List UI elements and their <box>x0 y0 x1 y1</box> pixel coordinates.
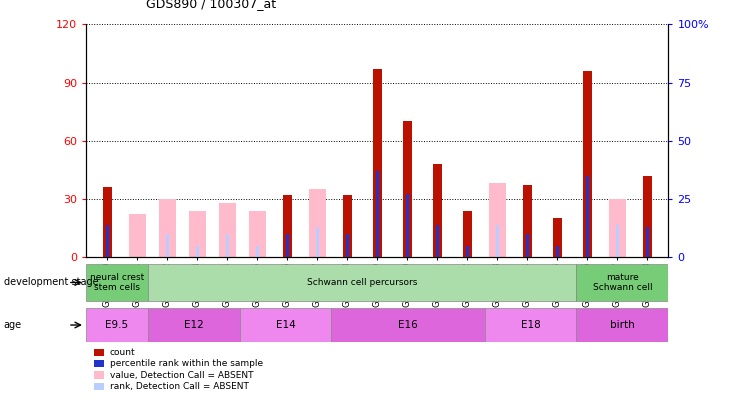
Text: rank, Detection Call = ABSENT: rank, Detection Call = ABSENT <box>110 382 249 391</box>
Bar <box>496 224 499 257</box>
Bar <box>523 185 532 257</box>
Bar <box>285 234 289 257</box>
Text: mature
Schwann cell: mature Schwann cell <box>593 273 653 292</box>
Bar <box>343 195 352 257</box>
Bar <box>225 234 229 257</box>
Bar <box>616 224 619 257</box>
Text: count: count <box>110 348 135 357</box>
Bar <box>403 122 412 257</box>
Bar <box>436 224 439 257</box>
Bar <box>240 309 331 341</box>
Bar <box>189 211 206 257</box>
Bar <box>373 69 382 257</box>
Bar <box>643 176 652 257</box>
Text: E16: E16 <box>398 320 418 330</box>
Bar <box>526 234 529 257</box>
Text: neural crest
stem cells: neural crest stem cells <box>90 273 144 292</box>
Bar <box>249 211 266 257</box>
Bar <box>86 309 148 341</box>
Bar <box>195 245 199 257</box>
Bar <box>463 211 472 257</box>
Bar <box>106 224 109 257</box>
Bar <box>376 171 379 257</box>
Bar <box>556 245 559 257</box>
Text: birth: birth <box>610 320 635 330</box>
Bar <box>331 309 484 341</box>
Bar <box>609 199 626 257</box>
Bar <box>148 309 240 341</box>
Bar <box>466 245 469 257</box>
Text: E9.5: E9.5 <box>105 320 128 330</box>
Bar <box>553 218 562 257</box>
Bar <box>309 189 326 257</box>
Text: development stage: development stage <box>4 277 98 288</box>
Bar <box>583 71 592 257</box>
Bar <box>129 215 146 257</box>
Text: GDS890 / 100307_at: GDS890 / 100307_at <box>146 0 276 10</box>
Text: E18: E18 <box>520 320 541 330</box>
Bar <box>345 234 349 257</box>
Bar <box>646 227 649 257</box>
Bar <box>165 234 169 257</box>
Bar <box>484 309 577 341</box>
Bar <box>283 195 292 257</box>
Bar <box>148 264 577 301</box>
Text: value, Detection Call = ABSENT: value, Detection Call = ABSENT <box>110 371 253 379</box>
Bar <box>103 187 112 257</box>
Bar <box>586 176 590 257</box>
Text: Schwann cell percursors: Schwann cell percursors <box>307 278 418 287</box>
Bar <box>315 227 319 257</box>
Bar <box>159 199 176 257</box>
Bar <box>255 245 259 257</box>
Bar <box>406 194 409 257</box>
Bar <box>219 203 236 257</box>
Text: percentile rank within the sample: percentile rank within the sample <box>110 359 263 368</box>
Bar <box>577 264 668 301</box>
Bar <box>86 264 148 301</box>
Bar <box>577 309 668 341</box>
Text: E14: E14 <box>276 320 295 330</box>
Bar <box>489 183 505 257</box>
Bar <box>433 164 442 257</box>
Text: age: age <box>4 320 22 330</box>
Text: E12: E12 <box>184 320 204 330</box>
